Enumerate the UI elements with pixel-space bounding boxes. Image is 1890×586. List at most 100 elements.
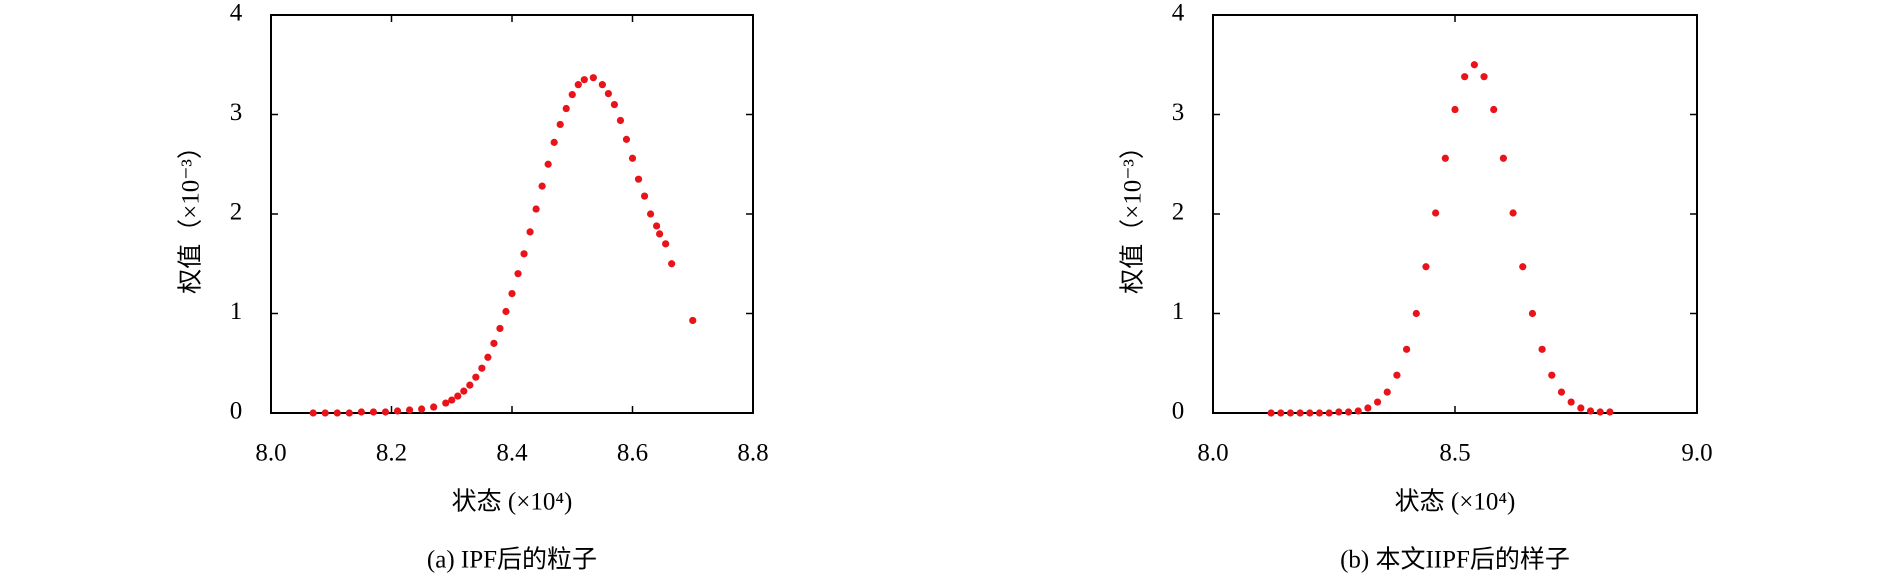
point xyxy=(610,100,619,109)
y-tick-label: 1 xyxy=(1172,298,1185,325)
point xyxy=(1296,409,1304,417)
point xyxy=(538,182,546,190)
point xyxy=(1315,409,1324,417)
point xyxy=(381,408,390,416)
point xyxy=(634,175,643,183)
point xyxy=(1286,409,1295,417)
point xyxy=(1528,309,1537,318)
y-tick-label: 1 xyxy=(230,298,243,325)
x-tick-label: 8.0 xyxy=(255,440,286,467)
y-tick-label: 4 xyxy=(1172,0,1185,27)
point xyxy=(393,407,402,415)
point xyxy=(628,154,637,162)
point xyxy=(1577,404,1585,412)
point xyxy=(646,210,655,218)
point xyxy=(1344,408,1353,416)
y-tick-label: 2 xyxy=(230,199,243,226)
y-tick-label: 0 xyxy=(1172,398,1185,425)
point xyxy=(1373,398,1382,406)
y-tick-label: 3 xyxy=(1172,99,1185,126)
point xyxy=(1267,409,1275,417)
point xyxy=(580,76,588,84)
point xyxy=(1461,73,1469,81)
point xyxy=(496,324,504,333)
caption: (b) 本文IIPF后的样子 xyxy=(1340,546,1570,574)
plot-frame xyxy=(270,14,754,414)
point xyxy=(520,250,528,258)
point xyxy=(550,138,558,146)
point xyxy=(1596,408,1604,416)
point xyxy=(333,409,341,417)
point xyxy=(662,240,670,248)
x-tick-label: 8.5 xyxy=(1439,440,1470,467)
point xyxy=(357,408,365,416)
point xyxy=(562,104,570,113)
x-axis-title: 状态 (×10⁴) xyxy=(1395,488,1516,516)
point xyxy=(442,399,450,407)
point xyxy=(1432,209,1440,217)
point xyxy=(616,116,625,125)
point xyxy=(1277,409,1285,417)
plot-frame xyxy=(1212,14,1698,414)
point xyxy=(568,91,576,99)
point xyxy=(1557,388,1566,396)
point xyxy=(589,74,597,82)
point xyxy=(532,205,540,213)
point xyxy=(622,135,631,143)
point xyxy=(526,228,534,236)
point xyxy=(321,409,329,417)
point xyxy=(1538,345,1546,353)
y-tick-label: 0 xyxy=(230,398,243,425)
point xyxy=(1335,408,1343,416)
point xyxy=(1422,263,1430,271)
point xyxy=(544,160,552,168)
x-tick-label: 8.2 xyxy=(376,440,407,467)
point xyxy=(653,222,661,230)
point xyxy=(1403,345,1411,353)
point xyxy=(604,90,613,98)
point xyxy=(1567,398,1575,406)
point xyxy=(508,290,516,298)
caption: (a) IPF后的粒子 xyxy=(427,546,597,574)
point xyxy=(1470,61,1478,69)
point xyxy=(598,81,606,89)
x-tick-label: 8.6 xyxy=(617,440,648,467)
point xyxy=(514,270,522,278)
point xyxy=(466,381,474,389)
x-tick-label: 8.8 xyxy=(737,440,768,467)
point xyxy=(472,373,480,381)
point xyxy=(1519,263,1527,271)
point xyxy=(490,339,498,347)
point xyxy=(1606,408,1614,416)
point xyxy=(668,260,676,268)
y-axis-title: 权值（×10⁻³） xyxy=(1119,134,1147,294)
point xyxy=(1393,371,1401,379)
point xyxy=(1509,209,1517,217)
point xyxy=(1480,73,1488,81)
x-tick-label: 9.0 xyxy=(1681,440,1712,467)
point xyxy=(484,353,492,361)
point xyxy=(478,364,486,372)
point xyxy=(1441,154,1449,162)
y-tick-label: 3 xyxy=(230,99,243,126)
x-axis-title: 状态 (×10⁴) xyxy=(452,488,573,516)
point xyxy=(1451,105,1459,114)
point xyxy=(1383,388,1391,396)
point xyxy=(502,307,510,316)
point xyxy=(1306,409,1314,417)
point xyxy=(689,316,697,325)
point xyxy=(405,406,414,414)
point xyxy=(656,230,664,238)
point xyxy=(1499,154,1507,162)
point xyxy=(1548,371,1556,379)
point xyxy=(418,405,426,413)
point xyxy=(1364,404,1372,412)
point xyxy=(640,192,649,200)
y-tick-label: 2 xyxy=(1172,199,1185,226)
y-axis-title: 权值（×10⁻³） xyxy=(177,134,205,294)
point xyxy=(345,409,353,417)
point xyxy=(1490,105,1498,114)
point xyxy=(309,409,317,417)
point xyxy=(1412,309,1420,318)
